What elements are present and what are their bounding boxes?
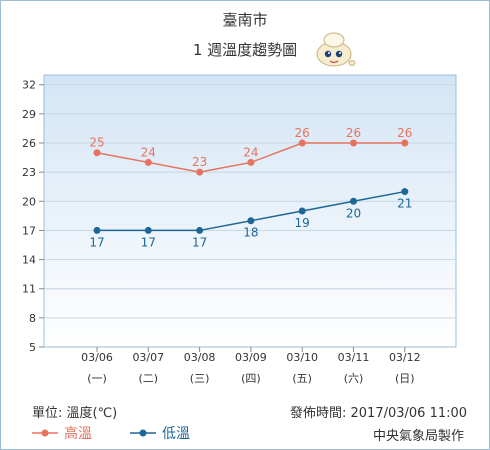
high-point — [350, 139, 357, 147]
low-point — [401, 188, 409, 196]
unit-label: 單位: 溫度(℃) — [32, 406, 118, 421]
temperature-chart: 5 8 11 14 17 20 23 26 29 32 03/06 (一) 03/07 (二) 03/08 (… — [22, 74, 457, 385]
x-weekday-label: (日) — [395, 372, 415, 385]
x-tick-label: 03/11 — [338, 351, 370, 364]
legend-high: 高溫 — [32, 423, 92, 443]
x-tick-label: 03/10 — [286, 351, 318, 364]
low-point — [144, 226, 152, 234]
x-weekday-label: (三) — [190, 372, 210, 385]
high-point — [298, 139, 306, 147]
low-point — [93, 226, 101, 234]
y-tick-label: 32 — [22, 79, 36, 92]
low-data-label: 17 — [141, 235, 156, 249]
x-weekday-label: (五) — [292, 372, 312, 385]
high-data-label: 26 — [346, 126, 361, 140]
high-data-label: 24 — [141, 145, 156, 159]
y-tick-label: 8 — [29, 312, 36, 325]
high-data-label: 26 — [295, 126, 310, 140]
legend-low-marker — [130, 429, 156, 437]
legend-low-label: 低溫 — [162, 426, 190, 442]
low-data-label: 20 — [346, 206, 361, 220]
high-point — [401, 139, 409, 147]
x-weekday-label: (六) — [344, 372, 364, 385]
high-data-label: 25 — [89, 136, 104, 150]
x-tick-label: 03/07 — [132, 351, 164, 364]
x-tick-label: 03/12 — [389, 351, 421, 364]
low-data-label: 17 — [192, 235, 207, 249]
low-data-label: 18 — [243, 226, 258, 240]
low-point — [247, 217, 255, 225]
y-tick-label: 14 — [22, 254, 36, 267]
legend-high-label: 高溫 — [64, 426, 92, 442]
high-data-label: 26 — [397, 126, 412, 140]
y-tick-label: 29 — [22, 108, 36, 121]
city-title: 臺南市 — [222, 11, 268, 29]
high-point — [247, 158, 255, 166]
plot-area — [43, 74, 457, 348]
high-point — [196, 168, 204, 176]
x-tick-label: 03/06 — [81, 351, 113, 364]
high-point — [144, 158, 152, 166]
low-data-label: 17 — [89, 235, 104, 249]
low-point — [298, 207, 306, 215]
publish-time: 發佈時間: 2017/03/06 11:00 — [290, 406, 468, 421]
y-tick-label: 11 — [22, 283, 36, 296]
y-tick-label: 23 — [22, 166, 36, 179]
y-tick-label: 5 — [29, 341, 36, 354]
high-data-label: 24 — [243, 145, 258, 159]
low-data-label: 19 — [295, 216, 310, 230]
low-data-label: 21 — [397, 197, 412, 211]
x-weekday-label: (二) — [139, 372, 159, 385]
y-tick-label: 26 — [22, 137, 36, 150]
chart-title: 1 週溫度趨勢圖 — [192, 41, 298, 59]
x-weekday-label: (四) — [241, 372, 261, 385]
low-point — [196, 226, 204, 234]
maker-label: 中央氣象局製作 — [373, 429, 465, 444]
x-weekday-label: (一) — [87, 372, 107, 385]
y-tick-label: 17 — [22, 224, 36, 237]
mascot-icon — [316, 32, 356, 67]
x-tick-label: 03/09 — [235, 351, 267, 364]
y-tick-label: 20 — [22, 195, 36, 208]
x-tick-label: 03/08 — [184, 351, 216, 364]
legend-high-marker — [32, 429, 58, 437]
low-point — [350, 197, 357, 205]
legend-low: 低溫 — [130, 423, 190, 443]
high-point — [93, 149, 101, 157]
high-data-label: 23 — [192, 155, 207, 169]
